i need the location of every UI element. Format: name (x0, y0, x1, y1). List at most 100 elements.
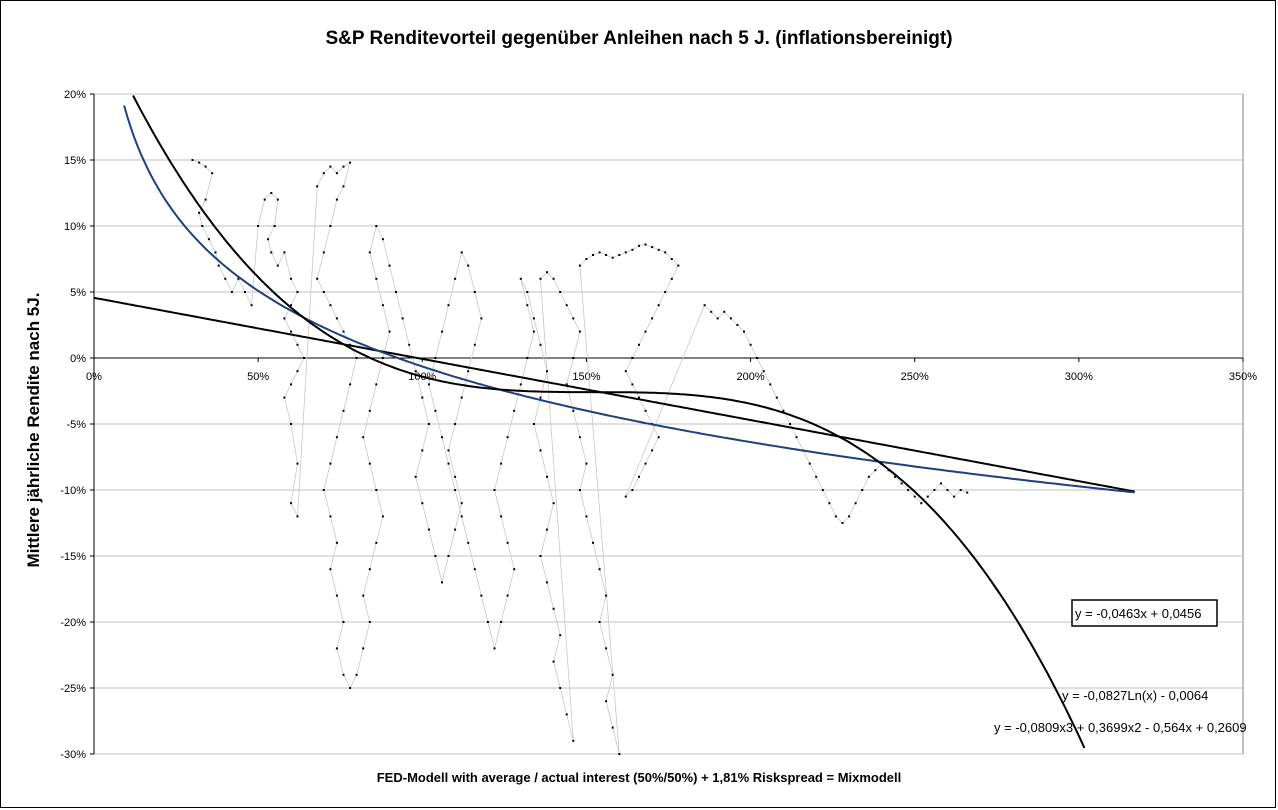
data-point (670, 258, 673, 260)
data-point (211, 172, 214, 175)
data-point (427, 528, 430, 531)
data-point (552, 607, 555, 610)
data-point (546, 581, 548, 584)
data-point (592, 254, 594, 256)
data-point (546, 528, 548, 531)
data-point (657, 304, 660, 307)
data-point (638, 244, 640, 247)
y-tick-label: -25% (60, 683, 86, 695)
data-point (329, 304, 332, 307)
data-point (729, 317, 732, 320)
data-point (335, 436, 338, 439)
data-point (349, 687, 352, 689)
data-point (532, 423, 535, 425)
data-point (460, 502, 463, 505)
data-point (454, 475, 457, 478)
data-point (375, 383, 378, 386)
data-point (631, 248, 634, 251)
data-point (605, 647, 608, 650)
data-point (677, 264, 680, 267)
x-tick-label: 200% (737, 371, 765, 383)
data-point (270, 192, 273, 194)
data-point (368, 409, 371, 412)
data-point (946, 489, 949, 491)
data-point (322, 172, 325, 175)
data-point (454, 277, 457, 280)
data-point (441, 330, 443, 333)
x-tick-label: 350% (1229, 371, 1257, 383)
x-tick-labels: 0% 50% 100% 150% 200% 250% 300% 350% (86, 371, 1257, 383)
scatter-connector (192, 159, 968, 755)
data-point (198, 161, 201, 164)
data-point (460, 251, 463, 254)
data-point (322, 489, 325, 491)
data-point (565, 713, 568, 716)
data-point (395, 291, 397, 293)
data-point (290, 277, 292, 280)
data-point (375, 277, 378, 280)
data-point (335, 198, 338, 201)
data-point (214, 251, 217, 254)
data-point (204, 198, 207, 201)
data-point (335, 172, 338, 175)
data-point (368, 621, 371, 623)
data-point (519, 383, 522, 386)
data-point (467, 370, 470, 373)
scatter-points (191, 159, 969, 755)
trendline-polynomial (132, 95, 1086, 749)
data-point (933, 489, 936, 491)
y-tick-label: -10% (60, 485, 86, 497)
data-point (775, 396, 778, 399)
data-point (467, 541, 470, 544)
data-point (375, 225, 378, 227)
y-tick-label: 5% (70, 287, 86, 299)
data-point (207, 238, 210, 241)
data-point (565, 383, 568, 386)
data-point (368, 251, 371, 254)
data-point (848, 515, 851, 518)
data-point (230, 291, 233, 293)
data-point (198, 211, 201, 214)
data-point (500, 462, 503, 465)
data-point (290, 383, 292, 386)
data-point (191, 159, 194, 161)
data-point (926, 495, 929, 498)
data-point (631, 357, 634, 359)
data-point (381, 304, 384, 307)
data-point (368, 568, 371, 571)
y-tick-label: -20% (60, 617, 86, 629)
data-point (434, 555, 437, 557)
data-point (815, 475, 818, 478)
data-point (296, 343, 299, 346)
data-point (506, 436, 509, 439)
data-point (953, 495, 956, 498)
data-point (966, 491, 969, 494)
data-point (546, 370, 548, 373)
data-point (257, 225, 260, 227)
data-point (480, 317, 483, 320)
data-point (427, 423, 430, 425)
data-point (821, 489, 824, 491)
data-point (273, 225, 276, 227)
data-point (290, 304, 292, 307)
data-point (559, 634, 562, 637)
y-tick-label: 20% (64, 89, 86, 101)
data-point (335, 647, 338, 650)
chart-title: S&P Renditevorteil gegenüber Anleihen na… (325, 28, 953, 49)
data-point (486, 621, 489, 623)
data-point (605, 700, 608, 703)
data-point (290, 330, 292, 333)
data-point (894, 475, 896, 478)
data-point (559, 291, 562, 293)
data-point (598, 621, 601, 623)
data-point (657, 248, 660, 251)
data-point (447, 462, 450, 465)
data-point (920, 502, 923, 505)
data-point (342, 165, 345, 168)
data-point (283, 317, 286, 320)
data-point (644, 409, 647, 412)
trendline-linear (93, 296, 1135, 493)
data-point (381, 238, 384, 241)
equation-polynomial: y = -0,0809x3 + 0,3699x2 - 0,564x + 0,26… (994, 720, 1247, 735)
data-point (552, 502, 555, 505)
